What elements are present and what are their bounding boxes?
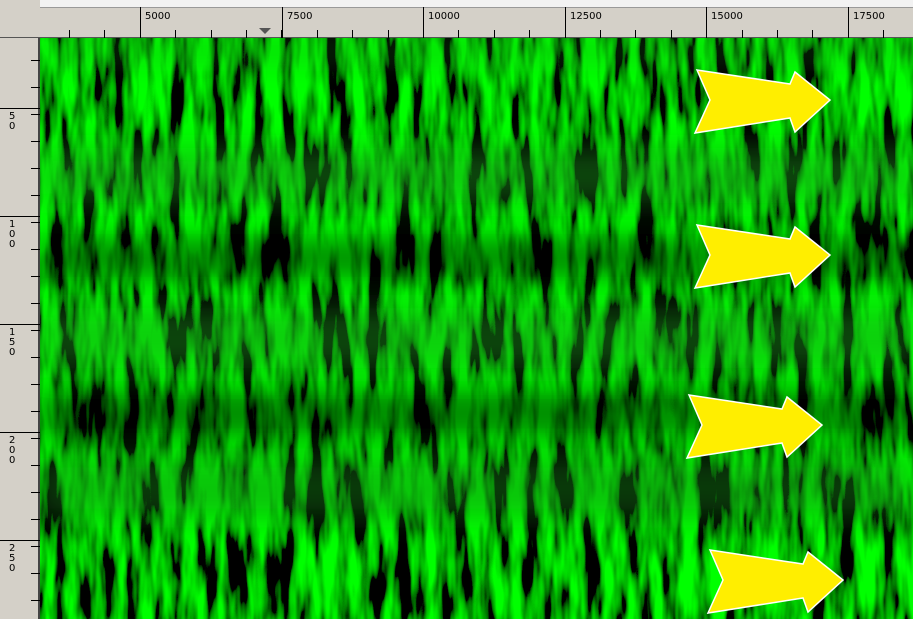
minor-tick	[31, 303, 40, 304]
arrow	[706, 549, 845, 614]
minor-tick	[211, 30, 212, 38]
minor-tick	[69, 30, 70, 38]
minor-tick	[317, 30, 318, 38]
minor-tick	[31, 384, 40, 385]
minor-tick	[31, 195, 40, 196]
ruler-label: 5000	[145, 11, 171, 22]
minor-tick	[352, 30, 353, 38]
minor-tick	[31, 438, 40, 439]
major-tick	[0, 540, 40, 541]
minor-tick	[31, 249, 40, 250]
minor-tick	[246, 30, 247, 38]
minor-tick	[31, 411, 40, 412]
minor-tick	[777, 30, 778, 38]
ruler-strip	[40, 0, 913, 8]
major-tick	[282, 7, 283, 38]
major-tick	[848, 7, 849, 38]
minor-tick	[742, 30, 743, 38]
major-tick	[140, 7, 141, 38]
major-tick	[565, 7, 566, 38]
minor-tick	[671, 30, 672, 38]
minor-tick	[31, 546, 40, 547]
minor-tick	[600, 30, 601, 38]
minor-tick	[175, 30, 176, 38]
playhead-marker	[259, 28, 271, 34]
minor-tick	[31, 87, 40, 88]
minor-tick	[31, 114, 40, 115]
major-tick	[0, 108, 40, 109]
minor-tick	[31, 519, 40, 520]
arrow	[693, 69, 832, 134]
minor-tick	[31, 573, 40, 574]
spectrogram-bands	[40, 43, 913, 518]
minor-tick	[635, 30, 636, 38]
minor-tick	[31, 330, 40, 331]
top-ruler: 5000 7500 10000 12500 15000 17500	[0, 0, 913, 38]
ruler-label: 10000	[428, 11, 460, 22]
minor-tick	[812, 30, 813, 38]
ruler-label: 7500	[287, 11, 313, 22]
major-tick	[706, 7, 707, 38]
ruler-label: 12500	[570, 11, 602, 22]
left-ruler: 50 100 150 200 250	[0, 38, 40, 619]
spectrogram	[40, 38, 913, 619]
ruler-label: 200	[9, 435, 16, 466]
minor-tick	[458, 30, 459, 38]
ruler-label: 15000	[711, 11, 743, 22]
arrow	[685, 394, 824, 459]
minor-tick	[104, 30, 105, 38]
ruler-label: 50	[9, 111, 16, 132]
minor-tick	[494, 30, 495, 38]
minor-tick	[31, 276, 40, 277]
minor-tick	[31, 492, 40, 493]
major-tick	[423, 7, 424, 38]
minor-tick	[31, 141, 40, 142]
minor-tick	[281, 30, 282, 38]
ruler-label: 100	[9, 219, 16, 250]
minor-tick	[529, 30, 530, 38]
minor-tick	[31, 168, 40, 169]
ruler-label: 17500	[853, 11, 885, 22]
minor-tick	[883, 30, 884, 38]
minor-tick	[388, 30, 389, 38]
minor-tick	[31, 222, 40, 223]
ruler-label: 250	[9, 543, 16, 574]
major-tick	[0, 324, 40, 325]
major-tick	[0, 216, 40, 217]
minor-tick	[31, 600, 40, 601]
ruler-label: 150	[9, 327, 16, 358]
major-tick	[0, 432, 40, 433]
minor-tick	[31, 465, 40, 466]
arrow	[693, 224, 832, 289]
minor-tick	[31, 60, 40, 61]
minor-tick	[31, 357, 40, 358]
